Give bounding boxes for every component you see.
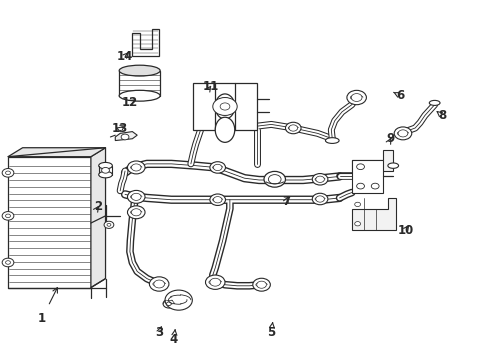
Polygon shape bbox=[193, 83, 256, 130]
Circle shape bbox=[131, 193, 141, 201]
Polygon shape bbox=[115, 132, 137, 140]
Circle shape bbox=[131, 164, 141, 171]
Text: 12: 12 bbox=[122, 96, 138, 109]
Circle shape bbox=[131, 209, 141, 216]
Circle shape bbox=[102, 167, 109, 173]
Circle shape bbox=[268, 175, 281, 184]
Circle shape bbox=[370, 183, 378, 189]
Text: 10: 10 bbox=[396, 224, 413, 237]
Circle shape bbox=[252, 278, 270, 291]
Circle shape bbox=[350, 94, 361, 102]
Circle shape bbox=[356, 183, 364, 189]
Circle shape bbox=[166, 302, 171, 306]
Text: 5: 5 bbox=[266, 323, 275, 339]
Circle shape bbox=[209, 278, 220, 286]
Ellipse shape bbox=[99, 171, 112, 178]
Circle shape bbox=[209, 194, 225, 206]
Circle shape bbox=[356, 164, 364, 170]
Ellipse shape bbox=[215, 117, 234, 142]
Text: 9: 9 bbox=[386, 132, 394, 145]
Circle shape bbox=[163, 300, 174, 308]
Text: 2: 2 bbox=[93, 201, 102, 213]
Circle shape bbox=[354, 222, 360, 226]
Text: 8: 8 bbox=[436, 109, 445, 122]
Polygon shape bbox=[132, 30, 159, 56]
Circle shape bbox=[220, 103, 229, 110]
Text: 6: 6 bbox=[393, 89, 404, 102]
Text: 1: 1 bbox=[38, 288, 57, 325]
Circle shape bbox=[346, 90, 366, 105]
Text: 4: 4 bbox=[169, 330, 178, 346]
Circle shape bbox=[5, 261, 10, 264]
Text: 3: 3 bbox=[155, 326, 163, 339]
Circle shape bbox=[285, 122, 301, 134]
Circle shape bbox=[315, 196, 324, 202]
Circle shape bbox=[264, 171, 285, 187]
Polygon shape bbox=[351, 149, 392, 171]
Circle shape bbox=[2, 258, 14, 267]
Circle shape bbox=[256, 281, 266, 288]
Text: 11: 11 bbox=[202, 80, 218, 93]
Circle shape bbox=[121, 134, 129, 140]
Circle shape bbox=[2, 212, 14, 220]
Circle shape bbox=[127, 190, 145, 203]
Circle shape bbox=[127, 206, 145, 219]
Circle shape bbox=[164, 290, 192, 310]
Circle shape bbox=[205, 275, 224, 289]
Circle shape bbox=[154, 280, 164, 288]
Polygon shape bbox=[351, 198, 395, 230]
Circle shape bbox=[5, 214, 10, 218]
Circle shape bbox=[107, 224, 111, 226]
Ellipse shape bbox=[119, 90, 160, 101]
Ellipse shape bbox=[428, 100, 439, 105]
Circle shape bbox=[213, 164, 222, 171]
Circle shape bbox=[5, 171, 10, 175]
Text: 13: 13 bbox=[112, 122, 128, 135]
Circle shape bbox=[288, 125, 297, 131]
Circle shape bbox=[393, 127, 411, 140]
Circle shape bbox=[213, 197, 222, 203]
Circle shape bbox=[312, 174, 327, 185]
Circle shape bbox=[209, 162, 225, 173]
Circle shape bbox=[212, 98, 237, 116]
Text: 14: 14 bbox=[117, 50, 133, 63]
Polygon shape bbox=[91, 148, 105, 288]
Circle shape bbox=[149, 277, 168, 291]
Polygon shape bbox=[8, 157, 91, 288]
Circle shape bbox=[397, 130, 407, 137]
Circle shape bbox=[312, 193, 327, 205]
Ellipse shape bbox=[99, 162, 112, 169]
Circle shape bbox=[354, 202, 360, 207]
Ellipse shape bbox=[215, 94, 234, 119]
Circle shape bbox=[315, 176, 324, 183]
Ellipse shape bbox=[387, 163, 398, 168]
Ellipse shape bbox=[325, 138, 338, 143]
Polygon shape bbox=[8, 148, 105, 157]
Text: 7: 7 bbox=[281, 195, 289, 208]
Polygon shape bbox=[351, 160, 383, 193]
Circle shape bbox=[127, 161, 145, 174]
Circle shape bbox=[104, 221, 114, 228]
Circle shape bbox=[2, 168, 14, 177]
Ellipse shape bbox=[119, 65, 160, 76]
